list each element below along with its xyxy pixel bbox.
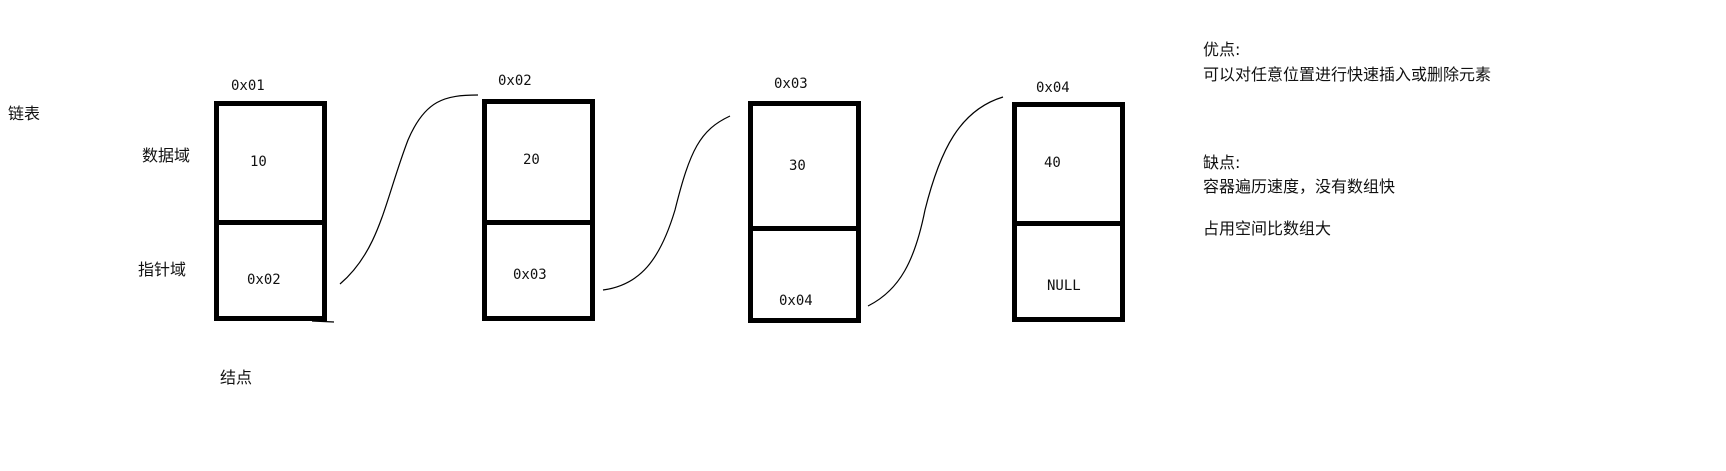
node-pointer-cell-2: 0x03 xyxy=(487,225,590,316)
list-node-2: 20 0x03 xyxy=(482,99,595,321)
node1-tail-tick xyxy=(312,321,334,322)
node-address-2: 0x02 xyxy=(498,74,532,88)
cons-line-1: 容器遍历速度，没有数组快 xyxy=(1203,179,1395,195)
node-address-3: 0x03 xyxy=(774,77,808,91)
link-curve-1-2 xyxy=(340,95,478,284)
link-curve-3-4 xyxy=(868,97,1003,306)
node-data-value-1: 10 xyxy=(250,154,267,170)
node-pointer-cell-3: 0x04 xyxy=(753,231,856,318)
list-node-1: 10 0x02 xyxy=(214,101,327,321)
node-data-value-2: 20 xyxy=(523,152,540,168)
list-node-3: 30 0x04 xyxy=(748,101,861,323)
cons-title: 缺点: xyxy=(1203,155,1240,171)
link-curve-2-3 xyxy=(603,116,730,290)
node-data-cell-4: 40 xyxy=(1017,107,1120,226)
list-node-4: 40 NULL xyxy=(1012,102,1125,322)
node-pointer-cell-1: 0x02 xyxy=(219,225,322,316)
node-pointer-value-3: 0x04 xyxy=(779,293,813,309)
node-address-4: 0x04 xyxy=(1036,81,1070,95)
pros-title: 优点: xyxy=(1203,42,1240,58)
pros-text: 可以对任意位置进行快速插入或删除元素 xyxy=(1203,67,1491,83)
node-pointer-value-4: NULL xyxy=(1047,278,1081,294)
node-data-cell-3: 30 xyxy=(753,106,856,231)
node-address-1: 0x01 xyxy=(231,79,265,93)
node-data-cell-2: 20 xyxy=(487,104,590,225)
node-pointer-value-2: 0x03 xyxy=(513,267,547,283)
cons-line-2: 占用空间比数组大 xyxy=(1203,221,1331,237)
node-pointer-cell-4: NULL xyxy=(1017,226,1120,317)
node-pointer-value-1: 0x02 xyxy=(247,272,281,288)
node-data-value-3: 30 xyxy=(789,158,806,174)
node-data-cell-1: 10 xyxy=(219,106,322,225)
node-data-value-4: 40 xyxy=(1044,155,1061,171)
